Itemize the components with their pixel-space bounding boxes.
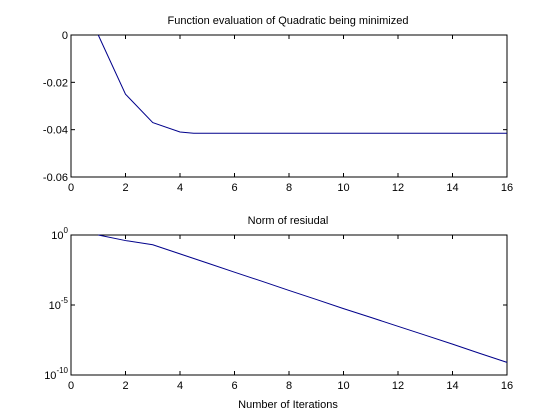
residual-norm-x-tick-label: 12 xyxy=(392,380,404,392)
residual-norm-x-tick-label: 16 xyxy=(501,380,513,392)
function-evaluation-series-line xyxy=(97,34,507,134)
function-evaluation-series xyxy=(97,34,507,134)
residual-norm-y-tick-base: 10 xyxy=(44,370,56,382)
function-evaluation-y-tick-label: 0 xyxy=(62,30,68,42)
function-evaluation-y-tick-label: -0.02 xyxy=(43,77,68,89)
function-evaluation-x-tick-label: 0 xyxy=(68,182,74,194)
function-evaluation-x-tick-label: 10 xyxy=(337,182,349,194)
residual-norm-x-tick-label: 0 xyxy=(68,380,74,392)
function-evaluation-title: Function evaluation of Quadratic being m… xyxy=(168,15,409,27)
function-evaluation-x-tick-label: 14 xyxy=(446,182,458,194)
residual-norm-y-tick-exponent: -10 xyxy=(56,366,68,375)
function-evaluation-x-tick-label: 4 xyxy=(177,182,183,194)
residual-norm-x-tick-label: 2 xyxy=(122,380,128,392)
residual-norm-x-tick-label: 6 xyxy=(231,380,237,392)
residual-norm-x-axis-label: Number of Iterations xyxy=(238,399,338,411)
residual-norm-y-tick-exponent: 0 xyxy=(64,226,69,235)
function-evaluation-x-tick-label: 6 xyxy=(231,182,237,194)
function-evaluation-y-tick-label: -0.04 xyxy=(43,125,68,137)
residual-norm-series-line xyxy=(98,234,508,363)
residual-norm-y-tick-exponent: -5 xyxy=(61,296,69,305)
function-evaluation-y-ticks: 0 -0.02 -0.04 -0.06 xyxy=(43,30,507,184)
function-evaluation-y-tick-label: -0.06 xyxy=(43,172,68,184)
residual-norm-x-ticks: 0 2 4 6 8 10 12 14 16 xyxy=(68,235,513,392)
residual-norm-plot: Norm of resiudal 0 2 4 6 8 10 12 14 16 10010-510… xyxy=(44,215,513,411)
residual-norm-x-tick-label: 10 xyxy=(337,380,349,392)
residual-norm-series xyxy=(98,234,508,363)
function-evaluation-x-tick-label: 8 xyxy=(286,182,292,194)
function-evaluation-x-tick-label: 12 xyxy=(392,182,404,194)
residual-norm-x-tick-label: 14 xyxy=(446,380,458,392)
residual-norm-y-tick-label: 10-10 xyxy=(44,366,68,382)
residual-norm-x-tick-label: 8 xyxy=(286,380,292,392)
function-evaluation-axes-box xyxy=(70,34,508,178)
residual-norm-y-tick-label: 100 xyxy=(51,226,68,242)
residual-norm-title: Norm of resiudal xyxy=(248,215,329,227)
function-evaluation-x-tick-label: 16 xyxy=(501,182,513,194)
function-evaluation-x-ticks: 0 2 4 6 8 10 12 14 16 xyxy=(68,35,513,194)
residual-norm-y-tick-label: 10-5 xyxy=(49,296,69,312)
residual-norm-y-tick-base: 10 xyxy=(51,230,63,242)
residual-norm-axes-box xyxy=(70,234,508,376)
function-evaluation-x-tick-label: 2 xyxy=(122,182,128,194)
residual-norm-x-tick-label: 4 xyxy=(177,380,183,392)
function-evaluation-plot: Function evaluation of Quadratic being m… xyxy=(43,15,513,194)
residual-norm-y-tick-base: 10 xyxy=(49,300,61,312)
